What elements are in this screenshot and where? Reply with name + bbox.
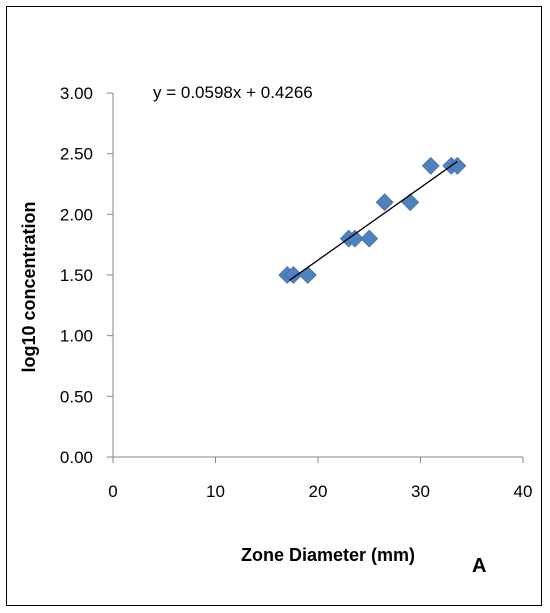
y-axis: 0.00 0.50 1.00 1.50 2.00 2.50 3.00	[60, 84, 114, 467]
y-tick-label: 1.00	[60, 327, 93, 346]
chart-frame	[6, 6, 542, 606]
x-tick-label: 0	[108, 482, 117, 501]
y-tick-label: 0.00	[60, 448, 93, 467]
data-point	[401, 193, 420, 212]
x-tick-label: 40	[514, 482, 533, 501]
data-point	[298, 266, 317, 284]
data-point	[421, 156, 440, 175]
trendline	[288, 160, 458, 281]
regression-equation: y = 0.0598x + 0.4266	[153, 83, 313, 102]
y-tick-label: 1.50	[60, 266, 93, 285]
trendline-line	[288, 160, 458, 281]
data-point	[375, 193, 394, 212]
panel-label: A	[472, 555, 486, 577]
y-axis-title: log10 concentration	[19, 201, 39, 372]
x-axis: 0 10 20 30 40	[108, 456, 533, 501]
data-point	[448, 156, 467, 175]
x-tick-label: 20	[309, 482, 328, 501]
x-axis-title: Zone Diameter (mm)	[241, 545, 415, 565]
data-point	[284, 266, 303, 284]
y-tick-label: 2.50	[60, 145, 93, 164]
data-point	[360, 229, 379, 248]
data-points	[278, 156, 467, 284]
y-tick-label: 0.50	[60, 387, 93, 406]
x-tick-label: 10	[206, 482, 225, 501]
data-point	[345, 229, 364, 248]
x-tick-label: 30	[411, 482, 430, 501]
y-tick-label: 3.00	[60, 84, 93, 103]
y-tick-label: 2.00	[60, 205, 93, 224]
